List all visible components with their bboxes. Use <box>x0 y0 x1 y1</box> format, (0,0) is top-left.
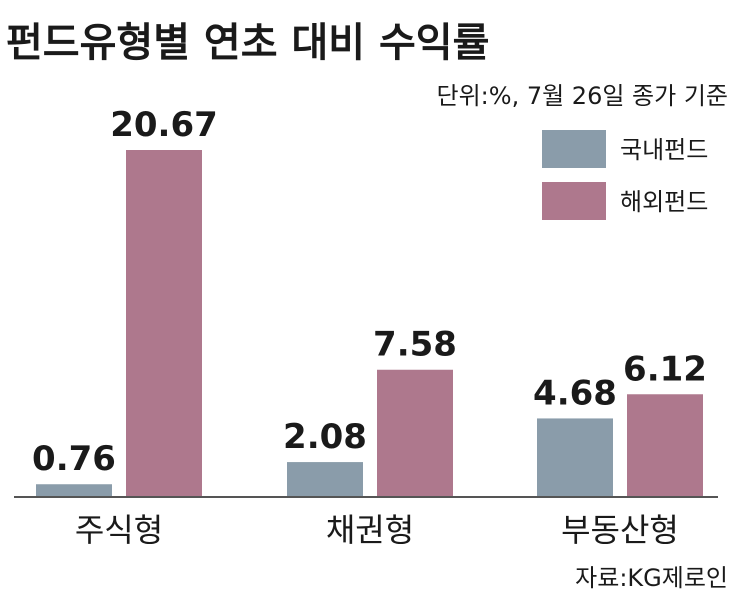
category-labels: 주식형 채권형 부동산형 <box>75 511 679 549</box>
bar-overseas-2 <box>377 369 453 497</box>
bars-group: 0.76 20.67 2.08 7.58 4.686.12 <box>32 105 707 497</box>
bar-domestic-1 <box>36 484 112 497</box>
value-label-overseas-2: 7.58 <box>373 325 457 365</box>
bar-domestic-3 <box>537 418 613 497</box>
value-label-domestic-1: 0.76 <box>32 439 116 479</box>
chart-title: 펀드유형별 연초 대비 수익률 <box>6 20 489 66</box>
bar-overseas-3 <box>627 394 703 497</box>
legend-label-2: 해외펀드 <box>620 188 708 216</box>
category-label-2: 채권형 <box>326 511 414 549</box>
value-label-domestic-2: 2.08 <box>283 417 367 457</box>
category-label-1: 주식형 <box>75 511 163 549</box>
legend-swatch-2 <box>542 182 606 220</box>
source-note: 자료:KG제로인 <box>575 564 728 592</box>
bar-domestic-2 <box>287 462 363 497</box>
value-label-domestic-3: 4.68 <box>533 373 617 413</box>
bar-overseas-1 <box>126 150 202 497</box>
category-label-3: 부동산형 <box>561 511 679 549</box>
unit-note: 단위:%, 7월 26일 종가 기준 <box>437 82 728 110</box>
value-label-overseas-3: 6.12 <box>623 349 707 389</box>
value-label-overseas-1: 20.67 <box>110 105 218 145</box>
legend-swatch-1 <box>542 130 606 168</box>
legend-label-1: 국내펀드 <box>620 136 708 164</box>
